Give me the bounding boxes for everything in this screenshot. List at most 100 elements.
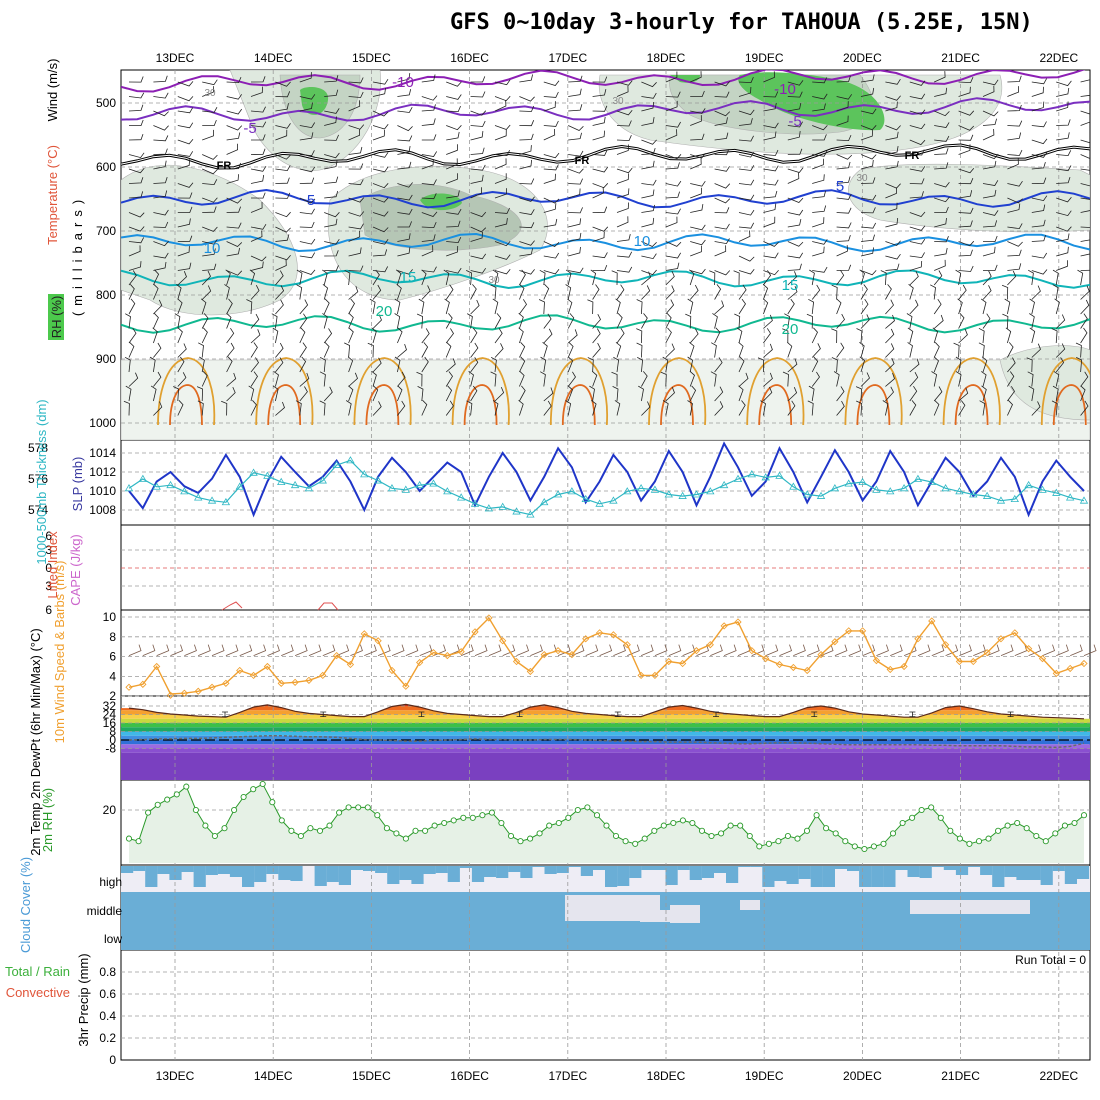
cloud-high-bar	[181, 866, 194, 872]
rh2m-point	[584, 804, 591, 811]
wind-barb	[397, 107, 413, 113]
wind-barb	[348, 146, 363, 155]
wind-barb	[177, 182, 194, 188]
thickness-point	[332, 460, 341, 468]
wind-barb	[470, 342, 479, 358]
wind10m-barb	[710, 644, 723, 656]
wind-barb	[226, 162, 241, 170]
rh2m-point	[1052, 830, 1059, 837]
wind-barb	[738, 284, 747, 300]
wind-barb	[641, 285, 651, 300]
wind-barb	[372, 197, 389, 203]
rh2m-point	[784, 832, 791, 840]
wind-barb	[860, 247, 874, 257]
wind-barb	[763, 190, 778, 199]
wind-barb	[397, 135, 413, 142]
wind-barb	[494, 95, 511, 102]
wind-barb	[394, 298, 401, 315]
wind-barb	[787, 341, 793, 358]
wind-barb	[177, 159, 190, 170]
rh2m-point	[288, 827, 295, 834]
wind-barb	[1056, 87, 1070, 97]
wind-barb	[1031, 78, 1047, 85]
wind-barb	[198, 342, 204, 358]
precip-tick: 0.2	[99, 1031, 116, 1045]
wind-barb	[372, 385, 379, 402]
wind-barb	[1056, 260, 1068, 271]
wind-barb	[397, 146, 411, 155]
wind-barb	[494, 240, 511, 247]
wind-barb	[372, 87, 386, 97]
wind-barb	[787, 172, 800, 184]
wind-barb	[958, 125, 975, 131]
wind-barb	[470, 231, 483, 242]
wind-barb	[690, 90, 705, 97]
wind-barb	[397, 89, 412, 97]
wind10m-point	[222, 679, 230, 687]
wind-barb	[348, 100, 361, 112]
wind-barb	[738, 372, 749, 387]
wind-barb	[982, 189, 997, 199]
temp-band-group	[121, 704, 1090, 780]
thickness-point	[138, 474, 148, 482]
wind-barb	[738, 194, 755, 201]
wind-barb	[519, 342, 526, 358]
wind-barb	[372, 152, 389, 158]
rh2m-point	[975, 838, 983, 845]
wind-barb	[275, 342, 284, 358]
wind-barb	[885, 314, 895, 329]
rh2m-point	[364, 804, 371, 811]
wind-barb	[1080, 299, 1090, 315]
run-total: Run Total = 0	[1015, 953, 1086, 967]
wind10m-point	[443, 651, 451, 660]
thickness-point	[941, 484, 950, 492]
wind-barb	[738, 356, 745, 373]
wind-barb	[856, 328, 863, 344]
wind-barb	[538, 299, 545, 315]
wind-barb	[934, 217, 947, 228]
temp-color-band	[121, 710, 1090, 715]
rh2m-point	[259, 780, 266, 788]
cloud-high-bar	[133, 866, 146, 871]
rh2m-point	[383, 825, 390, 832]
wind-barb	[416, 371, 423, 387]
cloud-level-label: high	[99, 875, 122, 889]
wind-barb	[1007, 223, 1023, 230]
date-label-top: 14DEC	[254, 51, 293, 65]
wind-barb	[567, 371, 576, 387]
wind-barb	[128, 104, 144, 112]
wind-barb	[397, 385, 403, 402]
wind-barb	[982, 246, 996, 257]
wind-barb	[885, 358, 895, 373]
date-label-bottom: 18DEC	[647, 1069, 686, 1083]
wind-barb	[153, 221, 169, 228]
wind-barb	[1056, 80, 1072, 87]
wind-barb	[836, 161, 851, 170]
wind-barb	[344, 342, 351, 358]
wind-barb	[494, 343, 504, 358]
wind-barb	[1031, 343, 1041, 358]
wind-barb	[860, 87, 875, 97]
wind-barb	[1080, 110, 1090, 115]
wind-barb	[416, 313, 424, 329]
thickness-line	[128, 459, 1085, 516]
wind-barb	[909, 238, 926, 245]
cloud-high-bar	[423, 866, 436, 874]
ylabel-slp: SLP (mb)	[70, 457, 85, 512]
wind-barb	[372, 183, 389, 189]
wind-barb	[836, 245, 848, 257]
wind-barb	[153, 148, 168, 155]
wind-barb	[565, 269, 572, 286]
cloud-high-bar	[726, 866, 739, 883]
rh2m-point	[316, 827, 324, 834]
wind-barb	[250, 76, 266, 83]
wind-barb	[714, 401, 724, 416]
wind-barb	[616, 328, 625, 344]
wind-barb	[860, 74, 875, 83]
wind-barb	[860, 130, 873, 141]
wind-barb	[812, 134, 827, 141]
wind-barb	[372, 78, 389, 85]
wind-barb	[860, 314, 870, 329]
wind10m-barb	[267, 644, 280, 656]
cloud-high-bar	[1004, 866, 1017, 877]
